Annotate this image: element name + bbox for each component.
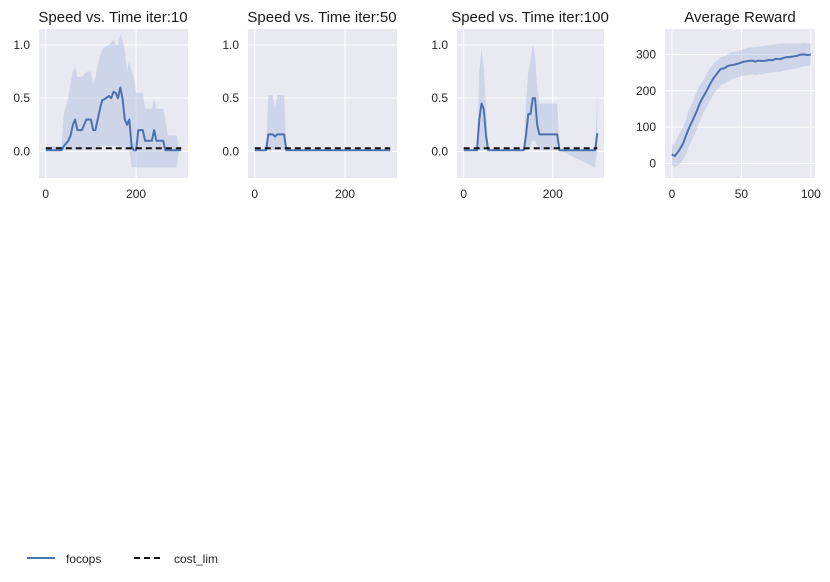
y-tick-label: 0.5: [431, 91, 448, 105]
x-tick-label: 50: [735, 187, 749, 201]
y-tick-label: 0.5: [222, 91, 239, 105]
series-band-focops: [254, 95, 391, 151]
y-tick-label: 0.0: [13, 144, 30, 158]
series-line-focops: [671, 53, 812, 158]
legend: focops cost_lim: [27, 552, 218, 566]
y-tick-label: 1.0: [13, 38, 30, 52]
y-tick-label: 0: [649, 156, 656, 170]
y-tick-label: 200: [636, 84, 656, 98]
subplot-average-reward: 0 50 100 0 100 200 300 Average Reward: [636, 9, 821, 201]
series-band-focops: [45, 34, 182, 168]
x-tick-label: 200: [126, 187, 146, 201]
series-line-focops: [45, 86, 182, 152]
y-tick-label: 300: [636, 47, 656, 61]
series-band-focops: [463, 45, 598, 168]
chart-title: Speed vs. Time iter:50: [247, 9, 396, 26]
y-tick-label: 0.0: [431, 144, 448, 158]
x-tick-label: 200: [543, 187, 563, 201]
chart-title: Speed vs. Time iter:10: [38, 9, 187, 26]
x-tick-label: 0: [251, 187, 258, 201]
legend-label-cost-lim: cost_lim: [174, 552, 218, 566]
series-line-focops: [254, 133, 391, 152]
x-tick-label: 0: [42, 187, 49, 201]
x-tick-label: 100: [801, 187, 821, 201]
series-line-focops: [463, 97, 599, 152]
x-tick-label: 0: [460, 187, 467, 201]
y-tick-label: 0.5: [13, 91, 30, 105]
y-tick-label: 1.0: [431, 38, 448, 52]
chart-title: Average Reward: [684, 9, 795, 26]
x-tick-label: 200: [335, 187, 355, 201]
chart-title: Speed vs. Time iter:100: [451, 9, 609, 26]
y-tick-label: 1.0: [222, 38, 239, 52]
subplot-iter50: 0 200 0.0 0.5 1.0 Speed vs. Time iter:50: [222, 9, 397, 201]
y-tick-label: 0.0: [222, 144, 239, 158]
y-tick-label: 100: [636, 120, 656, 134]
subplot-iter10: 0 200 0.0 0.5 1.0 Speed vs. Time iter:10: [13, 9, 188, 201]
legend-label-focops: focops: [66, 552, 101, 566]
x-tick-label: 0: [669, 187, 676, 201]
